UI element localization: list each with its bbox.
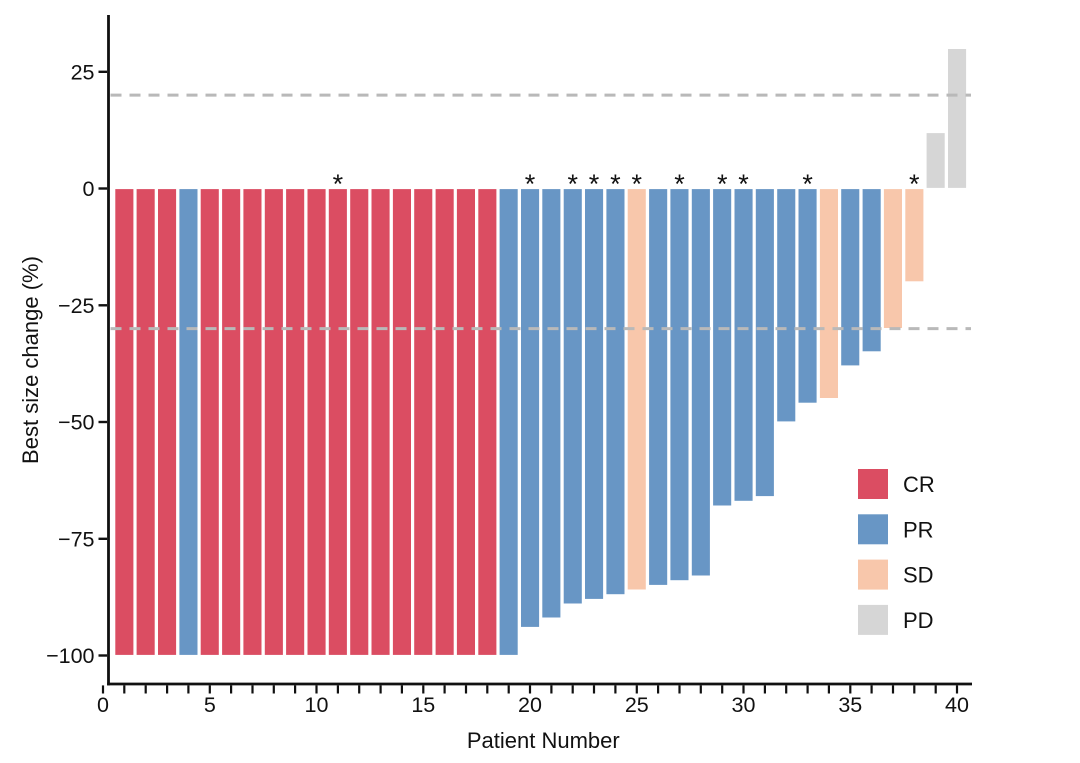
- bar-patient-38: [904, 187, 925, 283]
- y-tick-label--100: −100: [46, 644, 94, 668]
- bar-patient-24: [605, 187, 626, 596]
- x-tick-label-5: 5: [204, 693, 216, 717]
- y-axis-ticks: 25 0 −25 −50 −75 −100: [46, 60, 108, 668]
- bar-patient-9: [284, 187, 306, 657]
- bar-patient-12: [349, 187, 370, 657]
- x-tick-label-20: 20: [518, 693, 542, 717]
- bar-patient-35: [839, 187, 861, 367]
- bar-patient-2: [135, 187, 156, 657]
- x-tick-label-15: 15: [411, 693, 435, 717]
- bar-patient-16: [434, 187, 455, 657]
- asterisk-patient-29: *: [717, 169, 728, 199]
- x-axis-ticks: 0 5 10 15 20 25 30 35 40: [97, 685, 969, 717]
- bar-patient-26: [647, 187, 669, 587]
- bar-patient-25: [626, 187, 647, 591]
- bars-group: [114, 47, 968, 657]
- bar-patient-36: [861, 187, 882, 353]
- x-axis-title: Patient Number: [467, 728, 620, 753]
- bar-patient-7: [242, 187, 263, 657]
- legend-label-pr: PR: [903, 517, 934, 542]
- asterisk-patient-24: *: [610, 169, 621, 199]
- asterisk-patient-25: *: [632, 169, 643, 199]
- y-tick-label-0: 0: [83, 177, 95, 201]
- legend-swatch-pd: [858, 604, 888, 635]
- bar-patient-31: [754, 187, 776, 498]
- x-tick-label-0: 0: [97, 693, 109, 717]
- asterisk-patient-22: *: [567, 169, 578, 199]
- bar-patient-32: [775, 187, 797, 423]
- bar-patient-27: [669, 187, 690, 582]
- bar-patient-8: [263, 187, 285, 657]
- bar-patient-37: [882, 187, 904, 330]
- asterisk-patient-27: *: [674, 169, 685, 199]
- bar-patient-23: [583, 187, 605, 601]
- bar-patient-18: [477, 187, 498, 657]
- bar-patient-14: [391, 187, 413, 657]
- legend-label-pd: PD: [903, 608, 934, 633]
- bar-patient-1: [114, 187, 135, 657]
- x-tick-label-35: 35: [838, 693, 862, 717]
- bar-patient-30: [733, 187, 754, 502]
- y-tick-label--25: −25: [58, 294, 95, 318]
- bar-patient-17: [455, 187, 477, 657]
- legend-swatch-cr: [858, 469, 888, 499]
- bar-patient-3: [156, 187, 178, 657]
- asterisk-patient-30: *: [738, 169, 749, 199]
- bar-patient-28: [690, 187, 712, 577]
- y-tick-label-25: 25: [71, 60, 95, 84]
- y-tick-label--75: −75: [58, 527, 95, 551]
- bar-patient-34: [818, 187, 840, 400]
- asterisk-patient-20: *: [525, 169, 536, 199]
- bar-patient-11: [327, 187, 349, 657]
- bar-patient-40: [946, 47, 968, 190]
- bar-patient-4: [178, 187, 199, 657]
- legend-label-sd: SD: [903, 563, 934, 588]
- bar-patient-10: [306, 187, 327, 657]
- bar-patient-29: [711, 187, 733, 507]
- bar-patient-19: [498, 187, 519, 657]
- x-tick-label-25: 25: [625, 693, 649, 717]
- bar-patient-21: [541, 187, 562, 619]
- y-tick-label--50: −50: [58, 411, 95, 435]
- bar-patient-13: [370, 187, 391, 657]
- asterisk-patient-33: *: [802, 169, 813, 199]
- bar-patient-5: [199, 187, 221, 657]
- asterisk-patient-38: *: [909, 169, 920, 199]
- bar-patient-20: [519, 187, 541, 629]
- bar-patient-33: [797, 187, 818, 404]
- legend-swatch-sd: [858, 559, 888, 590]
- bar-patient-22: [562, 187, 583, 605]
- asterisk-patient-11: *: [333, 169, 344, 199]
- asterisk-patient-23: *: [589, 169, 600, 199]
- x-tick-label-10: 10: [305, 693, 329, 717]
- legend: CR PR SD PD: [858, 469, 935, 635]
- legend-label-cr: CR: [903, 472, 935, 497]
- legend-swatch-pr: [858, 514, 888, 545]
- bar-patient-39: [925, 131, 946, 190]
- bar-patient-6: [220, 187, 242, 657]
- bar-patient-15: [413, 187, 434, 657]
- asterisk-annotations: * * * * * * * * * * *: [333, 169, 920, 199]
- y-axis-title: Best size change (%): [18, 256, 43, 464]
- x-tick-label-30: 30: [732, 693, 756, 717]
- x-tick-label-40: 40: [945, 693, 969, 717]
